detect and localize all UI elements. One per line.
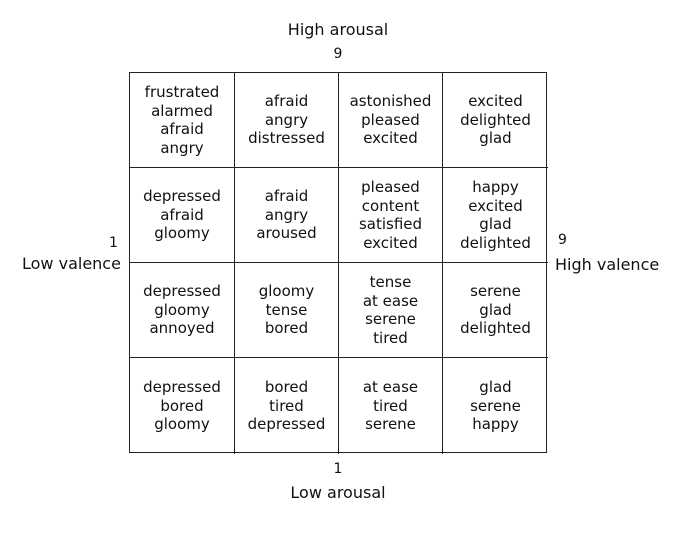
cell-word: serene (470, 396, 521, 415)
grid-cell: serene glad delighted (443, 263, 548, 358)
cell-word: gloomy (258, 282, 315, 301)
grid-cell: at ease tired serene (339, 358, 443, 454)
cell-word: aroused (256, 224, 317, 243)
cell-word: tense (369, 273, 412, 291)
cell-word: gloomy (154, 224, 210, 243)
cell-word: at ease (362, 291, 419, 310)
cell-word: angry (160, 138, 204, 157)
cell-word: happy (472, 178, 519, 196)
cell-word: excited (468, 196, 523, 215)
cell-word: happy (472, 415, 519, 434)
left-axis-value: 1 (109, 235, 118, 251)
cell-word: glad (479, 300, 512, 319)
grid-cell: bored tired depressed (235, 358, 339, 454)
cell-word: depressed (247, 415, 326, 434)
cell-word: depressed (143, 282, 221, 301)
cell-word: excited (363, 233, 418, 252)
grid-cell: happy excited glad delighted (443, 168, 548, 263)
cell-word: satisfied (358, 215, 423, 233)
cell-word: delighted (460, 233, 531, 252)
cell-word: gloomy (154, 300, 210, 319)
grid-cell: afraid angry distressed (235, 73, 339, 168)
cell-word: pleased (361, 110, 420, 129)
emotion-grid: frustrated alarmed afraid angry afraid a… (129, 72, 548, 454)
cell-word: afraid (160, 120, 204, 138)
cell-word: content (361, 196, 420, 215)
cell-word: afraid (264, 92, 309, 111)
cell-word: glad (479, 378, 512, 397)
right-axis-value: 9 (558, 232, 567, 248)
cell-word: tired (373, 328, 408, 347)
grid-cell: gloomy tense bored (235, 263, 339, 358)
cell-word: afraid (160, 205, 204, 224)
grid-cell: excited delighted glad (443, 73, 548, 168)
cell-word: distressed (248, 129, 325, 148)
grid-cell: afraid angry aroused (235, 168, 339, 263)
cell-word: glad (479, 129, 512, 148)
cell-word: serene (470, 282, 521, 301)
cell-word: tense (265, 300, 308, 319)
grid-cell: depressed gloomy annoyed (130, 263, 235, 358)
cell-word: bored (264, 378, 309, 397)
cell-word: astonished (349, 92, 432, 111)
cell-word: tired (269, 396, 304, 415)
grid-cell: depressed afraid gloomy (130, 168, 235, 263)
bottom-axis-label: Low arousal (290, 483, 386, 502)
cell-word: depressed (143, 187, 221, 206)
right-axis-label: High valence (555, 255, 660, 274)
cell-word: serene (365, 415, 416, 434)
cell-word: glad (479, 215, 512, 233)
top-axis-label: High arousal (287, 20, 389, 39)
cell-word: excited (468, 92, 523, 111)
grid-cell: astonished pleased excited (339, 73, 443, 168)
cell-word: bored (160, 396, 204, 415)
cell-word: tired (373, 396, 408, 415)
grid-cell: frustrated alarmed afraid angry (130, 73, 235, 168)
grid-cell: depressed bored gloomy (130, 358, 235, 454)
cell-word: bored (264, 319, 309, 338)
cell-word: delighted (460, 319, 531, 338)
left-axis-label: Low valence (22, 254, 121, 273)
grid-cell: pleased content satisfied excited (339, 168, 443, 263)
grid-cell: glad serene happy (443, 358, 548, 454)
cell-word: pleased (361, 178, 420, 196)
cell-word: angry (264, 110, 309, 129)
cell-word: frustrated (144, 83, 220, 101)
cell-word: alarmed (151, 101, 213, 120)
top-axis-value: 9 (333, 46, 343, 62)
bottom-axis-value: 1 (333, 461, 343, 477)
cell-word: gloomy (154, 415, 210, 434)
cell-word: excited (363, 129, 418, 148)
cell-word: afraid (264, 187, 309, 206)
grid-cell: tense at ease serene tired (339, 263, 443, 358)
cell-word: angry (264, 205, 309, 224)
cell-word: depressed (143, 378, 221, 397)
cell-word: at ease (362, 378, 419, 397)
cell-word: serene (365, 310, 416, 328)
cell-word: annoyed (149, 319, 215, 338)
cell-word: delighted (460, 110, 531, 129)
